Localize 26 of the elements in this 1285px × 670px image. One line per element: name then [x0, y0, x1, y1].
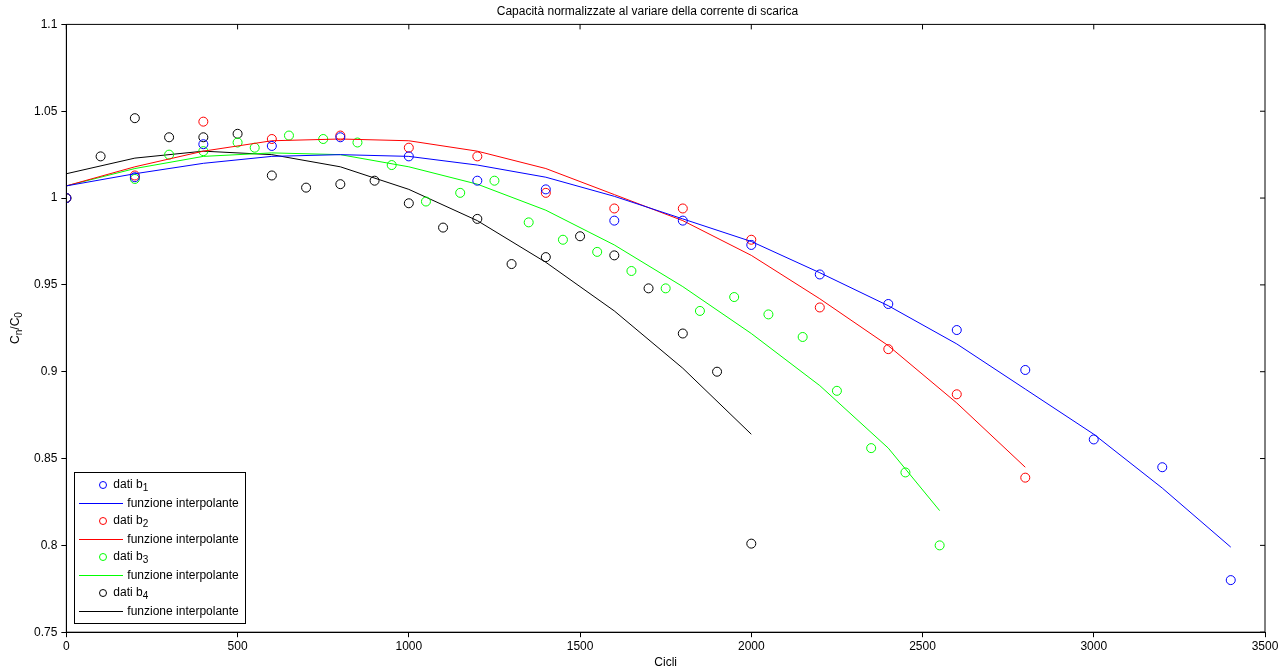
legend-label: dati b$_{1}$ [113, 476, 149, 494]
x-tick-label: 2500 [909, 638, 937, 653]
x-tick-label: 1500 [566, 638, 594, 653]
y-tick-label: 1.1 [40, 16, 58, 31]
legend-label: dati b$_{4}$ [113, 584, 149, 602]
x-tick-label: 3500 [1251, 638, 1279, 653]
x-tick-label: 3000 [1080, 638, 1108, 653]
x-tick-label: 0 [63, 638, 71, 653]
legend-label: dati b$_{2}$ [113, 512, 149, 530]
x-tick-label: 1000 [395, 638, 423, 653]
y-tick-label: 0.85 [34, 450, 58, 465]
x-axis-title: Cicli [654, 655, 678, 670]
legend-label: dati b$_{3}$ [113, 548, 149, 566]
y-tick-label: 1 [50, 190, 58, 205]
chart-title: Capacità normalizzate al variare della corrente di scarica [496, 3, 799, 18]
x-tick-label: 500 [227, 638, 248, 653]
y-tick-label: 0.75 [34, 624, 58, 639]
legend-label: funzione interpolante [127, 496, 239, 511]
legend-label: funzione interpolante [127, 532, 239, 547]
legend-label: funzione interpolante [127, 568, 239, 583]
y-tick-label: 0.95 [34, 277, 58, 292]
x-tick-label: 2000 [737, 638, 765, 653]
y-tick-label: 0.9 [40, 364, 58, 379]
legend-label: funzione interpolante [127, 604, 239, 619]
y-tick-label: 0.8 [40, 537, 58, 552]
y-tick-label: 1.05 [34, 103, 58, 118]
